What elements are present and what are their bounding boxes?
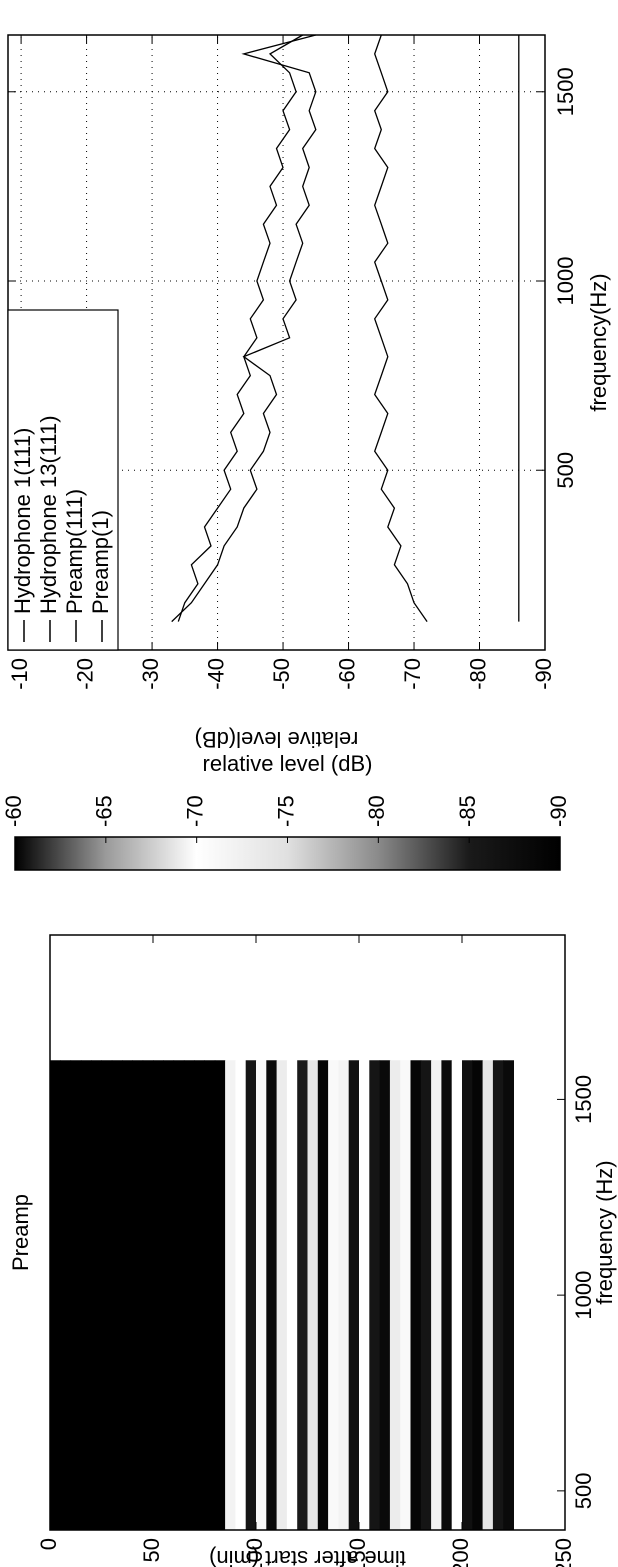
heatmap-cell [389,1060,401,1530]
heatmap-cell [101,1060,113,1530]
heatmap-cell [70,1060,82,1530]
heatmap-cell [173,1060,185,1530]
y-tick-label: -30 [138,658,163,690]
heatmap-cell [441,1060,453,1530]
heatmap-cell [256,1060,267,1530]
y-tick-label: 150 [345,1538,370,1567]
heatmap-cell [122,1060,133,1530]
heatmap-cell [235,1060,247,1530]
heatmap-cell [297,1060,309,1530]
heatmap-cell [245,1060,257,1530]
y-tick-label: 0 [36,1538,61,1550]
colorbar-tick-label: -60 [1,795,26,827]
x-tick-label: 500 [553,452,578,489]
y-tick-label: 250 [551,1538,576,1567]
series-line [171,34,317,623]
heatmap-cell [286,1060,298,1530]
y-tick-label: -50 [269,658,294,690]
y-tick-label: 200 [448,1538,473,1567]
legend-label: Hydrophone 13(111) [36,415,61,614]
heatmap-cell [194,1060,205,1530]
plot-frame [49,934,566,1531]
heatmap-cell [482,1060,494,1530]
x-tick-label: 1000 [553,257,578,306]
colorbar-tick-label: -85 [455,795,480,827]
heatmap-cell [451,1060,463,1530]
colorbar-tick-label: -90 [546,795,571,827]
y-tick-label: 100 [242,1538,267,1567]
heatmap-cell [379,1060,391,1530]
x-tick-label: 1000 [571,1271,596,1320]
colorbar-tick-label: -75 [273,795,298,827]
heatmap-cell [317,1060,329,1530]
heatmap-cell [214,1060,226,1530]
heatmap-cell [225,1060,236,1530]
y-tick-label: -90 [531,658,556,690]
legend-box [7,309,119,651]
heatmap-cell [462,1060,473,1530]
heatmap-cell [60,1060,72,1530]
heatmap-cell [91,1060,102,1530]
legend-label: Preamp(1) [88,510,113,614]
colorbar-tick-label: -65 [92,795,117,827]
heatmap-cell [111,1060,123,1530]
y-axis-label: time after start (min) [209,1546,406,1567]
y-tick-label: -10 [7,658,32,690]
heatmap-cell [410,1060,422,1530]
heatmap-cell [276,1060,288,1530]
colorbar-tick-label: -70 [182,795,207,827]
heatmap-cell [266,1060,278,1530]
heatmap-cell [132,1060,144,1530]
heatmap-cell [328,1060,339,1530]
heatmap-cell [359,1060,370,1530]
x-tick-label: 1500 [571,1075,596,1124]
x-tick-label: 500 [571,1472,596,1509]
y-axis-label: relative level(dB) [195,727,359,752]
heatmap-cell [204,1060,216,1530]
heatmap-cell [307,1060,319,1530]
y-tick-label: -60 [334,658,359,690]
colorbar-label: relative level (dB) [203,751,373,776]
x-axis-label: frequency (Hz) [592,1160,617,1304]
y-tick-label: -80 [465,658,490,690]
heatmap-cell [492,1060,504,1530]
x-axis-label: frequency(Hz) [586,273,611,411]
legend-label: Preamp(111) [62,489,87,614]
heatmap-cell [183,1060,195,1530]
heatmap-cell [420,1060,432,1530]
heatmap-cell [472,1060,484,1530]
heatmap-cell [369,1060,381,1530]
colorbar-tick-label: -80 [364,795,389,827]
legend-label: Hydrophone 1(111) [10,428,35,614]
y-tick-label: -40 [203,658,228,690]
rotated-figure: 500 1000 1500 0 50 100 150 200 250 Preamp frequenc… [1,34,617,1567]
heatmap-cell [348,1060,360,1530]
heatmap-cell [431,1060,442,1530]
heatmap-cell [80,1060,92,1530]
heatmap-cell [153,1060,164,1530]
series-line [373,34,428,622]
y-tick-label: 50 [139,1538,164,1562]
heatmap-cell [142,1060,154,1530]
heatmap-cell [338,1060,350,1530]
chart-title: Preamp [8,1194,33,1271]
heatmap-cell [400,1060,412,1530]
x-tick-label: 1500 [553,67,578,116]
series-line [177,34,304,622]
y-tick-label: -70 [400,658,425,690]
heatmap-cell [503,1060,515,1530]
y-tick-label: -20 [72,658,97,690]
heatmap-cell [163,1060,175,1530]
